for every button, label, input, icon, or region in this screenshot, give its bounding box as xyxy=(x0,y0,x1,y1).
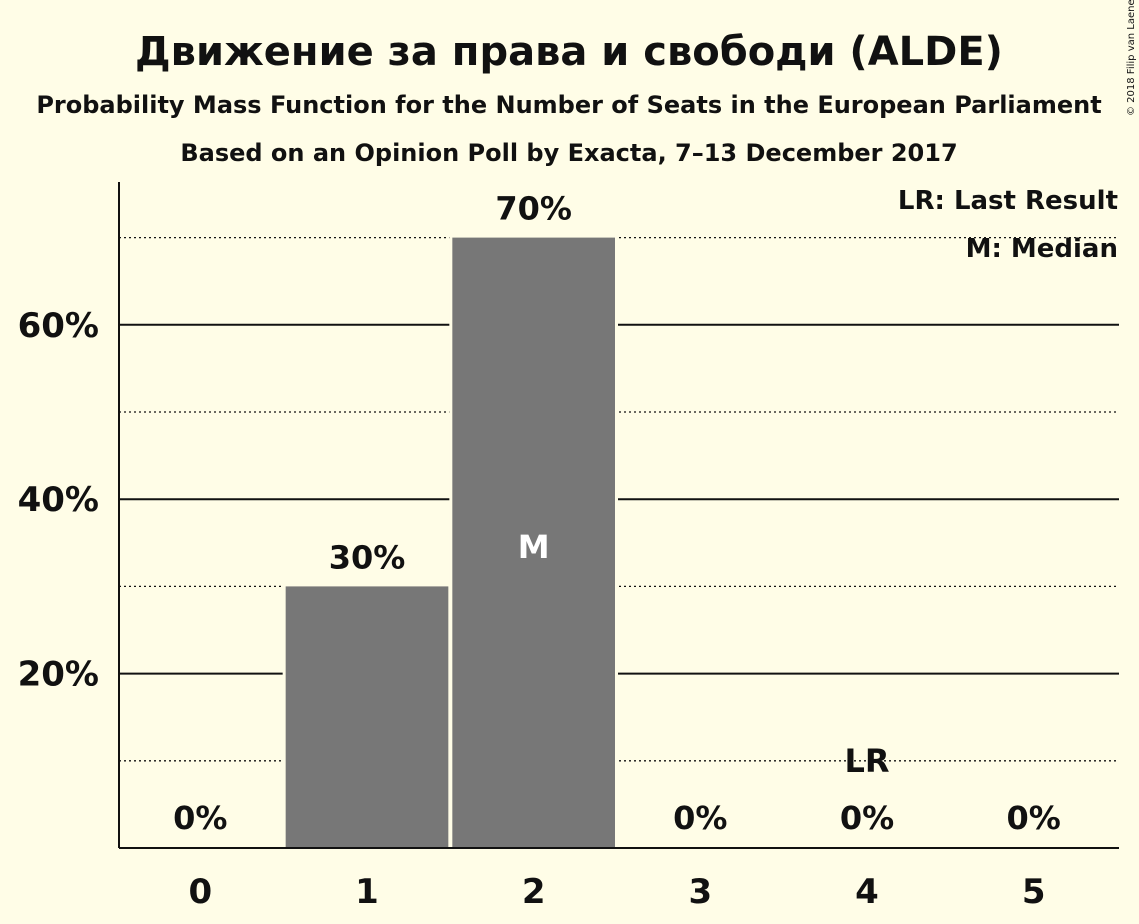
value-label-3: 0% xyxy=(673,799,727,837)
x-tick-label-5: 5 xyxy=(1022,872,1046,912)
x-tick-label-2: 2 xyxy=(522,872,546,912)
median-marker: M xyxy=(518,528,550,566)
last-result-marker: LR xyxy=(844,742,889,780)
value-labels: 0% 30% 70% M 0% 0% LR 0% xyxy=(173,190,1061,837)
copyright-text: © 2018 Filip van Laenen xyxy=(1126,0,1137,116)
value-label-1: 30% xyxy=(329,538,406,576)
x-tick-label-1: 1 xyxy=(355,872,379,912)
value-label-4: 0% xyxy=(840,799,894,837)
x-tick-label-0: 0 xyxy=(188,872,212,912)
y-tick-label-1: 40% xyxy=(18,480,99,520)
chart-subtitle: Probability Mass Function for the Number… xyxy=(36,91,1101,119)
legend-median: M: Median xyxy=(966,234,1118,264)
value-label-5: 0% xyxy=(1007,799,1061,837)
bars xyxy=(282,235,618,849)
x-tick-label-3: 3 xyxy=(688,872,712,912)
value-label-0: 0% xyxy=(173,799,227,837)
bar-1 xyxy=(285,586,449,848)
y-axis-ticks: 20% 40% 60% xyxy=(18,306,99,695)
x-tick-label-4: 4 xyxy=(855,872,879,912)
chart-title: Движение за права и свободи (ALDE) xyxy=(135,29,1003,75)
gridlines xyxy=(119,236,1119,762)
legend-last-result: LR: Last Result xyxy=(898,186,1118,216)
chart-subtitle-poll: Based on an Opinion Poll by Exacta, 7–13… xyxy=(180,139,957,167)
y-tick-label-0: 20% xyxy=(18,655,99,695)
value-label-2: 70% xyxy=(495,190,572,228)
y-tick-label-2: 60% xyxy=(18,306,99,346)
x-axis-ticks: 0 1 2 3 4 5 xyxy=(188,872,1045,912)
bar-2 xyxy=(452,237,615,849)
